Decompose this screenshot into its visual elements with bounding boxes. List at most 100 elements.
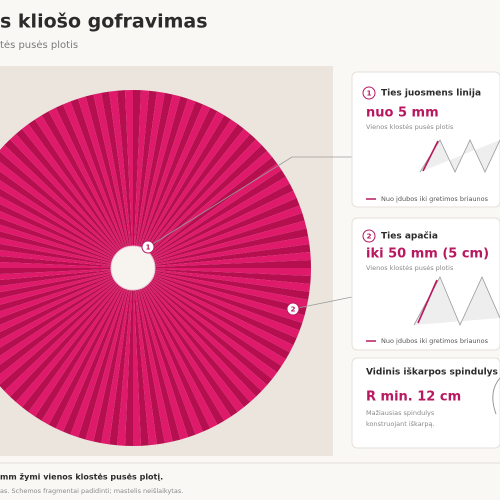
pleat (133, 268, 165, 445)
pleat (133, 198, 300, 268)
pleat (85, 94, 133, 268)
card-title: Vidinis iškarpos spindulys (366, 367, 498, 378)
pleat (0, 268, 133, 299)
pleat (109, 268, 133, 446)
pleat (133, 163, 282, 268)
pleat (0, 268, 133, 280)
pleat (0, 268, 133, 287)
pleat (0, 268, 133, 385)
title: s kliošo gofravimas (0, 11, 208, 33)
pleat (70, 98, 133, 268)
card-caption: Vienos klostės pusės plotis (366, 264, 454, 272)
pleat (133, 268, 311, 292)
pleat (133, 268, 149, 446)
pleat (0, 268, 133, 392)
card-value: iki 50 mm (5 cm) (366, 247, 489, 262)
footer-note: mm žymi vienos klostės pusės plotį. (0, 473, 163, 482)
pleat (133, 268, 311, 276)
marker (141, 240, 155, 254)
pleat (133, 128, 251, 268)
pleat (0, 196, 133, 268)
marker-label: 2 (291, 306, 296, 314)
pleat (133, 268, 310, 300)
pleat (133, 119, 238, 269)
pleat (0, 268, 133, 305)
pleat (133, 157, 278, 268)
pleat (63, 101, 133, 269)
pleat (15, 268, 133, 408)
pleat (93, 268, 133, 444)
pleat (133, 268, 218, 429)
pleat (133, 268, 294, 353)
card-number-ring (362, 86, 376, 100)
pleat (133, 268, 282, 373)
pleat (133, 220, 307, 268)
pleat (133, 150, 273, 268)
pleat (133, 252, 311, 268)
pleat (133, 123, 244, 269)
pleat (133, 111, 225, 268)
pleat (133, 176, 290, 268)
pleat (133, 228, 309, 268)
card-caption: Mažiausias spindulys (366, 409, 435, 417)
pleat (0, 268, 133, 312)
card-number: 2 (367, 233, 372, 241)
pleat (133, 268, 311, 284)
pleat (93, 92, 133, 268)
pleat (0, 268, 133, 325)
pleat (28, 119, 134, 269)
pleat (77, 96, 133, 268)
pleat (4, 139, 133, 268)
card-value: nuo 5 mm (366, 106, 439, 121)
pleat (133, 101, 203, 269)
pleat (9, 133, 134, 268)
card-title: Ties apačia (381, 231, 438, 242)
pleat (133, 144, 268, 268)
pleat (0, 268, 133, 365)
pleat (133, 268, 203, 435)
card (351, 217, 500, 351)
card-legend: Nuo įdubos iki gretimos briaunos (381, 195, 489, 203)
card-legend: Nuo įdubos iki gretimos briaunos (381, 337, 489, 345)
card (351, 357, 500, 449)
pleat (125, 90, 133, 268)
pleat (133, 205, 303, 268)
pleat-measure (422, 140, 439, 172)
pleat (0, 249, 133, 268)
card-number: 1 (367, 90, 372, 98)
pleat (0, 268, 133, 340)
pleat (133, 268, 268, 392)
pleat (109, 90, 133, 268)
pleat (133, 96, 189, 268)
pleat (133, 169, 286, 268)
pleat (55, 104, 134, 268)
footer-scale-note: as. Schemos fragmentai padidinti; mastel… (0, 487, 183, 495)
pleat (133, 268, 232, 421)
pleat (0, 268, 133, 274)
pleat (133, 268, 181, 442)
card-caption: Vienos klostės pusės plotis (366, 123, 454, 131)
pleat (133, 268, 141, 446)
pleat (133, 268, 251, 408)
pleat (133, 91, 165, 269)
pleat (133, 92, 173, 268)
card (351, 71, 500, 208)
pleat (133, 268, 300, 338)
pleat (41, 111, 133, 268)
pleat (0, 268, 133, 356)
pleat (133, 268, 225, 425)
pleat (133, 268, 286, 367)
pleat (133, 268, 189, 440)
pleat (133, 104, 211, 268)
pleat (133, 268, 297, 346)
pleat (133, 90, 157, 268)
marker (286, 302, 300, 316)
pleat (133, 268, 173, 444)
pleat (125, 268, 133, 446)
pleat (133, 268, 257, 403)
pleat (133, 268, 303, 331)
pleat-measure (417, 279, 438, 324)
pleat (34, 115, 133, 269)
